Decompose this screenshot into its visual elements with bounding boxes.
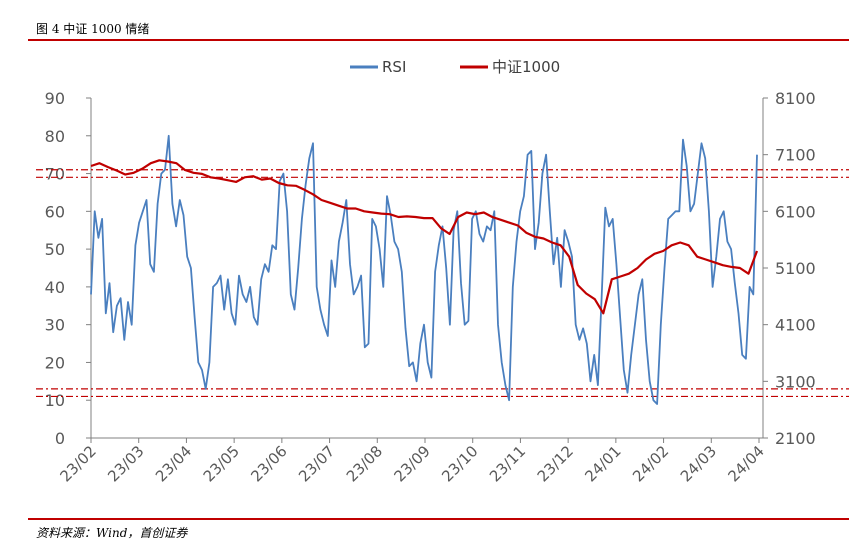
bottom-rule [28,518,849,520]
left-tick-label: 80 [45,127,65,146]
x-tick-label: 24/03 [677,442,720,485]
left-tick-label: 20 [45,353,65,372]
x-tick-label: 23/12 [534,442,577,485]
right-tick-label: 4100 [775,316,816,335]
x-tick-label: 24/04 [725,442,768,485]
left-tick-label: 50 [45,240,65,259]
left-tick-label: 60 [45,202,65,221]
left-tick-label: 70 [45,165,65,184]
x-tick-label: 23/05 [200,442,243,485]
x-tick-label: 24/02 [629,442,672,485]
right-tick-label: 5100 [775,259,816,278]
x-tick-label: 23/11 [486,442,529,485]
x-tick-label: 23/06 [247,442,290,485]
left-tick-label: 90 [45,89,65,108]
right-tick-label: 2100 [775,429,816,448]
right-tick-label: 3100 [775,372,816,391]
right-tick-label: 6100 [775,202,816,221]
x-tick-label: 23/09 [391,442,434,485]
rsi-series-line [90,134,758,405]
index-series-line [90,159,759,315]
left-tick-label: 40 [45,278,65,297]
top-rule [28,39,849,41]
left-tick-label: 10 [45,391,65,410]
x-tick-label: 23/07 [295,442,338,485]
x-tick-label: 23/08 [343,442,386,485]
figure-title: 图 4 中证 1000 情绪 [36,22,150,36]
legend-label: 中证1000 [492,58,560,76]
x-tick-label: 23/04 [152,442,195,485]
x-tick-label: 24/01 [581,442,624,485]
x-tick-label: 23/03 [104,442,147,485]
left-tick-label: 0 [55,429,65,448]
source-note: 资料来源：Wind，首创证券 [36,526,188,540]
right-tick-label: 7100 [775,146,816,165]
legend-label: RSI [382,58,406,76]
right-tick-label: 8100 [775,89,816,108]
left-tick-label: 30 [45,316,65,335]
x-tick-label: 23/10 [438,442,481,485]
x-tick-label: 23/02 [57,442,100,485]
